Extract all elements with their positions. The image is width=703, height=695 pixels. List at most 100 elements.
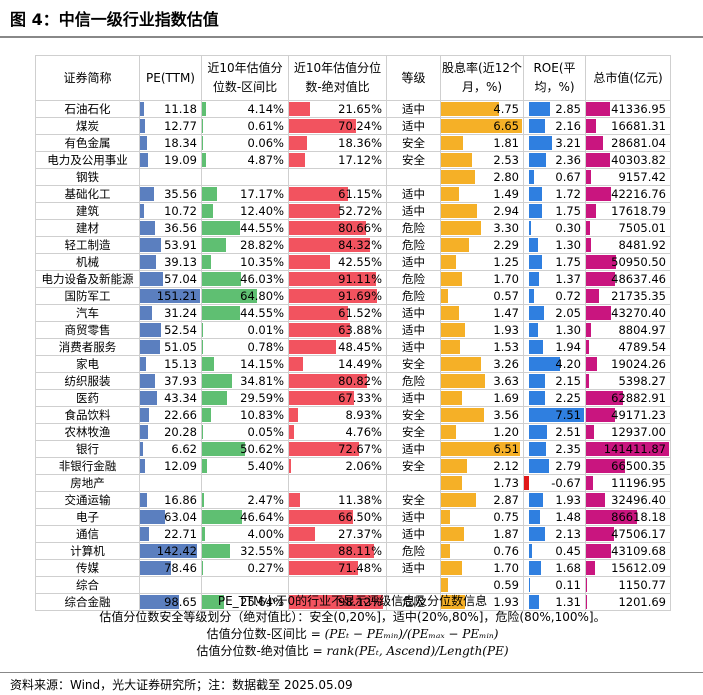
- dividend-value: 1.93: [493, 323, 519, 337]
- market-cap-bar: [586, 442, 669, 456]
- market-cap-cell: 15612.09: [585, 559, 671, 577]
- market-cap-cell: 4789.54: [585, 338, 671, 356]
- title-divider: [0, 36, 703, 38]
- industry-name: 商贸零售: [35, 321, 140, 339]
- pct-abs-cell: 17.12%: [288, 151, 387, 169]
- level-cell: 适中: [386, 389, 441, 407]
- dividend-value: 3.30: [493, 221, 519, 235]
- pct-range-cell: [201, 168, 289, 186]
- industry-name: 传媒: [35, 559, 140, 577]
- pct-range-value: 0.05%: [247, 425, 284, 439]
- table-row: 建筑 10.72 12.40% 52.72% 适中 2.94 1.75 17618.79: [35, 202, 671, 220]
- pe-value: 53.91: [164, 238, 197, 252]
- dividend-cell: 2.12: [440, 457, 524, 475]
- level-cell: 安全: [386, 134, 441, 152]
- pe-value: 6.62: [171, 442, 197, 456]
- pct-abs-cell: 80.66%: [288, 219, 387, 237]
- pct-abs-value: 72.67%: [338, 442, 382, 456]
- pct-abs-cell: 70.24%: [288, 117, 387, 135]
- roe-bar: [528, 170, 534, 184]
- dividend-bar: [441, 272, 462, 286]
- pe-bar: [140, 221, 155, 235]
- market-cap-cell: 48637.46: [585, 270, 671, 288]
- pct-range-cell: 0.78%: [201, 338, 289, 356]
- header-name: 证券简称: [35, 55, 140, 101]
- market-cap-cell: 141411.87: [585, 440, 671, 458]
- pct-abs-value: 61.52%: [338, 306, 382, 320]
- level-cell: [386, 576, 441, 594]
- table-row: 建材 36.56 44.55% 80.66% 危险 3.30 0.30 7505.01: [35, 219, 671, 237]
- market-cap-value: 41336.95: [611, 102, 666, 116]
- roe-bar: [528, 136, 553, 150]
- dividend-cell: 3.56: [440, 406, 524, 424]
- pct-abs-value: 18.36%: [338, 136, 382, 150]
- pct-abs-cell: 27.37%: [288, 525, 387, 543]
- dividend-value: 1.70: [493, 272, 519, 286]
- table-row: 电子 63.04 46.64% 66.50% 适中 0.75 1.48 86618.18: [35, 508, 671, 526]
- market-cap-cell: 43270.40: [585, 304, 671, 322]
- pct-abs-cell: 91.69%: [288, 287, 387, 305]
- industry-name: 电力设备及新能源: [35, 270, 140, 288]
- dividend-cell: 1.93: [440, 593, 524, 611]
- roe-value: 0.11: [555, 578, 581, 592]
- pct-abs-bar: [289, 374, 367, 388]
- roe-bar: [524, 476, 529, 490]
- market-cap-bar: [586, 595, 587, 609]
- market-cap-cell: 66500.35: [585, 457, 671, 475]
- pe-cell: 16.86: [139, 491, 202, 509]
- pe-bar: [140, 238, 162, 252]
- pe-cell: 63.04: [139, 508, 202, 526]
- dividend-cell: 2.94: [440, 202, 524, 220]
- dividend-value: 0.75: [493, 510, 519, 524]
- industry-name: 非银行金融: [35, 457, 140, 475]
- pe-cell: 151.21: [139, 287, 202, 305]
- dividend-bar: [441, 544, 451, 558]
- pct-abs-cell: 4.76%: [288, 423, 387, 441]
- dividend-bar: [441, 204, 477, 218]
- pct-range-value: 32.55%: [240, 544, 284, 558]
- pct-abs-cell: 48.45%: [288, 338, 387, 356]
- pct-range-bar: [202, 357, 215, 371]
- pe-value: 12.77: [164, 119, 197, 133]
- pct-abs-bar: [289, 238, 370, 252]
- roe-bar: [528, 459, 550, 473]
- dividend-bar: [441, 187, 460, 201]
- roe-value: 2.36: [555, 153, 581, 167]
- industry-name: 有色金属: [35, 134, 140, 152]
- market-cap-bar: [586, 476, 593, 490]
- market-cap-cell: 19024.26: [585, 355, 671, 373]
- industry-name: 综合: [35, 576, 140, 594]
- pct-abs-value: 63.88%: [338, 323, 382, 337]
- pct-range-cell: 0.05%: [201, 423, 289, 441]
- pe-bar: [140, 187, 155, 201]
- table-row: 综合金融 98.65 25.64% 98.12% 危险 1.93 1.31 1201.69: [35, 593, 671, 611]
- pe-bar: [140, 323, 161, 337]
- pct-abs-bar: [289, 153, 306, 167]
- table-row: 消费者服务 51.05 0.78% 48.45% 适中 1.53 1.94 4789.54: [35, 338, 671, 356]
- pe-cell: 12.09: [139, 457, 202, 475]
- dividend-value: 2.53: [493, 153, 519, 167]
- pe-cell: 39.13: [139, 253, 202, 271]
- dividend-value: 1.70: [493, 561, 519, 575]
- pct-range-bar: [202, 340, 203, 354]
- pe-value: 52.54: [164, 323, 197, 337]
- pct-abs-cell: 71.48%: [288, 559, 387, 577]
- pe-bar: [140, 595, 180, 609]
- pe-cell: 35.56: [139, 185, 202, 203]
- pct-range-value: 14.15%: [240, 357, 284, 371]
- roe-cell: 4.20: [523, 355, 586, 373]
- roe-cell: 2.35: [523, 440, 586, 458]
- pct-abs-bar: [289, 493, 300, 507]
- dividend-bar: [441, 238, 469, 252]
- market-cap-bar: [586, 136, 603, 150]
- dividend-bar: [441, 153, 472, 167]
- dividend-cell: 0.76: [440, 542, 524, 560]
- pct-abs-bar: [289, 204, 340, 218]
- pct-abs-value: 91.69%: [338, 289, 382, 303]
- pct-abs-bar: [289, 221, 367, 235]
- market-cap-bar: [586, 374, 590, 388]
- pe-cell: 22.71: [139, 525, 202, 543]
- roe-value: 2.35: [555, 442, 581, 456]
- roe-bar: [528, 323, 539, 337]
- pct-range-value: 4.87%: [247, 153, 284, 167]
